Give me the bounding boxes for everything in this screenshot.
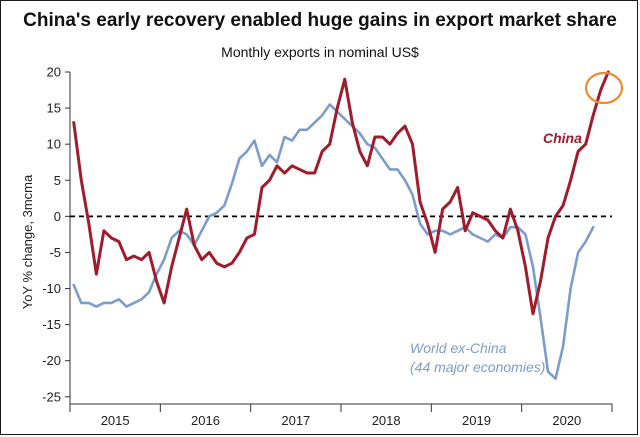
chart-subtitle: Monthly exports in nominal US$ [221,44,419,60]
y-tick-label: -10 [42,281,61,296]
chart-title: China's early recovery enabled huge gain… [23,10,617,31]
y-tick-label: 15 [47,101,61,116]
y-tick-label: 10 [47,137,61,152]
series-line-china [72,70,610,316]
series-label-china: China [543,130,582,146]
highlight-circle [584,71,624,105]
y-tick-label: -15 [42,317,61,332]
series-label-world-sub: (44 major economies) [410,359,545,375]
x-tick-label: 2015 [101,413,130,428]
y-tick-label: 20 [47,65,61,80]
y-tick-label: 5 [54,173,61,188]
y-tick-label: -25 [42,389,61,404]
x-tick-label: 2018 [372,413,401,428]
series-label-world: World ex-China [410,340,507,356]
y-tick-label: 0 [54,209,61,224]
series-line-world [72,103,595,381]
y-tick-label: -5 [49,245,61,260]
chart-series [72,70,610,381]
x-tick-label: 2020 [552,413,581,428]
y-tick-label: -20 [42,353,61,368]
y-axis-label: YoY % change, 3mcma [20,174,35,309]
x-tick-label: 2017 [281,413,310,428]
x-tick-label: 2019 [462,413,491,428]
x-tick-label: 2016 [191,413,220,428]
